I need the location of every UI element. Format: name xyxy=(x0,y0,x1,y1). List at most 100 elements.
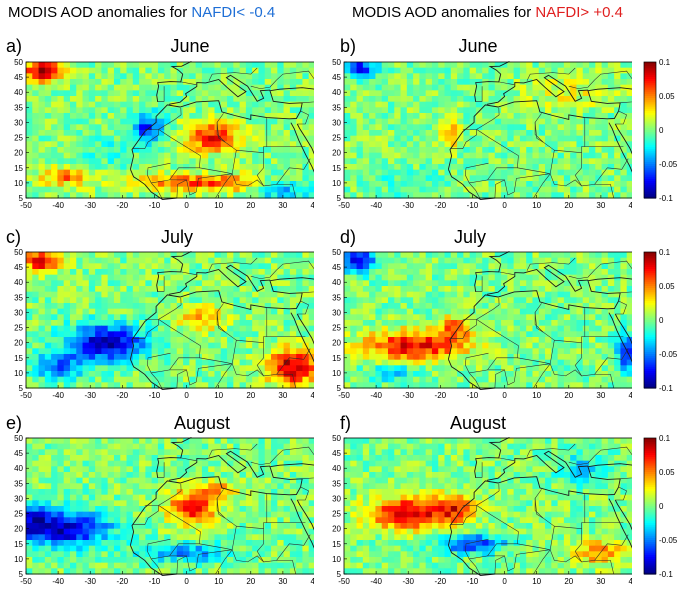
aod-cell xyxy=(88,169,96,176)
aod-cell xyxy=(220,62,228,69)
aod-cell xyxy=(214,107,222,114)
aod-cell xyxy=(607,130,615,137)
aod-cell xyxy=(183,73,190,80)
aod-cell xyxy=(494,286,502,293)
aod-cell xyxy=(57,62,65,69)
aod-cell xyxy=(51,67,59,74)
aod-cell xyxy=(245,67,253,74)
aod-cell xyxy=(406,320,414,327)
aod-cell xyxy=(227,135,234,142)
aod-cell xyxy=(69,376,77,383)
aod-cell xyxy=(344,303,351,310)
aod-cell xyxy=(57,297,65,304)
aod-cell xyxy=(120,359,128,366)
country-border xyxy=(216,312,226,333)
aod-cell xyxy=(626,337,632,344)
aod-cell xyxy=(400,274,408,281)
aod-cell xyxy=(457,382,464,389)
aod-cell xyxy=(88,348,96,355)
aod-cell xyxy=(614,158,622,165)
aod-cell xyxy=(551,348,559,355)
aod-cell xyxy=(620,181,628,188)
aod-cell xyxy=(545,280,552,287)
aod-cell xyxy=(513,297,521,304)
aod-cell xyxy=(469,141,477,148)
aod-cell xyxy=(220,135,228,142)
aod-cell xyxy=(151,79,159,86)
aod-cell xyxy=(501,152,508,159)
aod-cell xyxy=(394,90,402,97)
aod-cell xyxy=(132,303,140,310)
aod-cell xyxy=(344,164,351,171)
aod-cell xyxy=(532,73,540,80)
aod-cell xyxy=(76,186,84,193)
aod-cell xyxy=(271,186,278,193)
aod-cell xyxy=(283,337,291,344)
aod-cell xyxy=(51,181,59,188)
aod-cell xyxy=(513,337,521,344)
aod-cell xyxy=(252,449,260,456)
aod-cell xyxy=(252,257,260,264)
aod-cell xyxy=(620,118,628,125)
aod-cell xyxy=(126,303,134,310)
aod-cell xyxy=(551,274,559,281)
aod-cell xyxy=(457,67,464,74)
aod-cell xyxy=(283,90,291,97)
aod-cell xyxy=(394,158,402,165)
aod-cell xyxy=(308,325,314,332)
aod-cell xyxy=(488,280,496,287)
aod-cell xyxy=(350,67,358,74)
aod-cell xyxy=(113,73,121,80)
aod-cell xyxy=(394,135,402,142)
aod-cell xyxy=(289,158,297,165)
x-tick-label: -20 xyxy=(117,201,129,210)
aod-cell xyxy=(214,308,222,315)
aod-cell xyxy=(563,297,571,304)
aod-cell xyxy=(545,376,552,383)
aod-cell xyxy=(375,152,383,159)
aod-cell xyxy=(76,135,84,142)
aod-cell xyxy=(469,280,477,287)
aod-cell xyxy=(176,365,184,372)
aod-cell xyxy=(283,118,291,125)
aod-cell xyxy=(538,141,546,148)
aod-cell xyxy=(252,130,260,137)
aod-cell xyxy=(189,303,197,310)
aod-cell xyxy=(400,107,408,114)
aod-cell xyxy=(132,101,140,108)
aod-cell xyxy=(239,320,247,327)
y-tick-label: 15 xyxy=(14,164,23,173)
aod-cell xyxy=(145,331,153,338)
aod-cell xyxy=(545,257,552,264)
aod-cell xyxy=(394,169,402,176)
aod-cell xyxy=(425,124,433,131)
aod-cell xyxy=(494,348,502,355)
aod-cell xyxy=(369,164,377,171)
aod-cell xyxy=(277,79,285,86)
aod-cell xyxy=(387,90,395,97)
aod-cell xyxy=(227,84,234,91)
aod-cell xyxy=(582,107,590,114)
aod-cell xyxy=(233,124,241,131)
aod-cell xyxy=(607,337,615,344)
aod-cell xyxy=(189,107,197,114)
aod-cell xyxy=(82,325,90,332)
aod-cell xyxy=(488,90,496,97)
aod-cell xyxy=(113,164,121,171)
aod-cell xyxy=(220,147,228,154)
aod-cell xyxy=(113,181,121,188)
aod-cell xyxy=(532,135,540,142)
aod-cell xyxy=(195,314,203,321)
aod-cell xyxy=(271,135,278,142)
aod-cell xyxy=(139,158,146,165)
aod-cell xyxy=(444,130,452,137)
aod-cell xyxy=(381,124,389,131)
aod-cell xyxy=(369,382,377,389)
aod-cell xyxy=(362,320,370,327)
aod-cell xyxy=(201,62,209,69)
aod-cell xyxy=(195,348,203,355)
aod-cell xyxy=(57,135,65,142)
aod-cell xyxy=(444,62,452,69)
aod-cell xyxy=(264,118,272,125)
aod-cell xyxy=(607,192,615,199)
